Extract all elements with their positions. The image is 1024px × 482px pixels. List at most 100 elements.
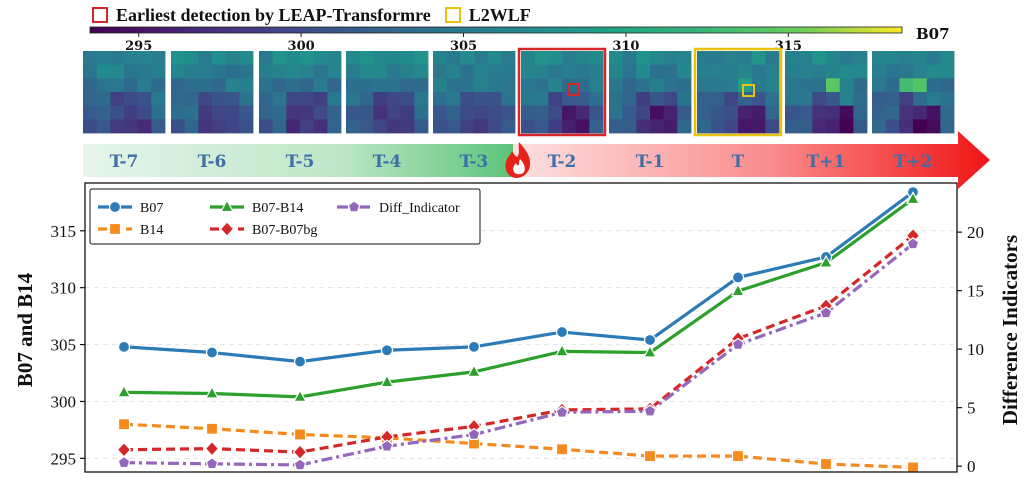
heatmap-cell bbox=[663, 64, 678, 79]
heatmap-cell bbox=[359, 51, 374, 66]
data-point-b07-b14 bbox=[642, 344, 658, 358]
right-tick-label: 5 bbox=[967, 399, 976, 418]
timeline-label: T-5 bbox=[286, 152, 315, 172]
left-tick-label: 300 bbox=[51, 392, 77, 411]
heatmap-cell bbox=[137, 78, 152, 93]
heatmap-cell bbox=[460, 78, 475, 93]
heatmap-cell bbox=[609, 78, 624, 93]
heatmap-cell bbox=[724, 78, 739, 93]
data-point-b14 bbox=[731, 449, 745, 463]
heatmap-cell bbox=[839, 92, 854, 107]
heatmap-cell bbox=[487, 92, 502, 107]
heatmap-cell bbox=[414, 92, 429, 107]
heatmap-thumbnail bbox=[171, 51, 254, 134]
heatmap-cell bbox=[184, 51, 199, 66]
heatmap-cell bbox=[622, 119, 637, 134]
heatmap-cell bbox=[622, 105, 637, 120]
legend-label: Diff_Indicator bbox=[379, 201, 460, 216]
heatmap-cell bbox=[212, 92, 227, 107]
timeline-red-segment bbox=[513, 131, 990, 189]
heatmap-cell bbox=[346, 64, 361, 79]
heatmap-cell bbox=[839, 64, 854, 79]
data-point-b07 bbox=[467, 340, 481, 353]
heatmap-cell bbox=[96, 51, 111, 66]
heatmap-cell bbox=[872, 64, 887, 79]
heatmap-cell bbox=[400, 64, 415, 79]
heatmap-cell bbox=[225, 105, 240, 120]
heatmap-cell bbox=[400, 92, 415, 107]
heatmap-cell bbox=[738, 119, 753, 134]
heatmap-cell bbox=[400, 78, 415, 93]
heatmap-cell bbox=[446, 105, 461, 120]
heatmap-cell bbox=[710, 78, 725, 93]
right-tick-label: 10 bbox=[967, 340, 984, 359]
heatmap-cell bbox=[373, 51, 388, 66]
timeline-label: T-6 bbox=[198, 152, 227, 172]
heatmap-cell bbox=[899, 119, 914, 134]
heatmap-cell bbox=[373, 105, 388, 120]
heatmap-cell bbox=[239, 119, 254, 134]
heatmap-cell bbox=[589, 105, 604, 120]
heatmap-cell bbox=[663, 92, 678, 107]
heatmap-cell bbox=[751, 51, 766, 66]
heatmap-cell bbox=[446, 64, 461, 79]
heatmap-cell bbox=[710, 92, 725, 107]
heatmap-cell bbox=[83, 78, 98, 93]
data-point-b14 bbox=[293, 428, 307, 441]
heatmap-thumbnail bbox=[872, 51, 955, 134]
heatmap-cell bbox=[446, 78, 461, 93]
heatmap-cell bbox=[184, 105, 199, 120]
heatmap-cell bbox=[346, 51, 361, 66]
heatmap-cell bbox=[826, 92, 841, 107]
data-point-b14 bbox=[906, 461, 920, 474]
heatmap-cell bbox=[110, 64, 125, 79]
heatmap-cell bbox=[575, 105, 590, 120]
heatmap-cell bbox=[548, 78, 563, 93]
data-point-b07-b14 bbox=[730, 283, 746, 297]
heatmap-cell bbox=[636, 119, 651, 134]
heatmap-cell bbox=[562, 105, 577, 120]
heatmap-cell bbox=[400, 105, 415, 120]
heatmap-cell bbox=[501, 51, 516, 66]
series-line-b07-b14 bbox=[123, 197, 914, 399]
heatmap-cell bbox=[926, 51, 941, 66]
data-point-diff-indicator bbox=[555, 405, 569, 418]
heatmap-cell bbox=[765, 78, 780, 93]
heatmap-cell bbox=[212, 64, 227, 79]
heatmap-cell bbox=[110, 105, 125, 120]
right-tick-label: 0 bbox=[967, 457, 976, 476]
heatmap-cell bbox=[562, 64, 577, 79]
heatmap-cell bbox=[589, 64, 604, 79]
heatmap-thumbnail bbox=[83, 51, 166, 134]
heatmap-cell bbox=[913, 105, 928, 120]
heatmap-cell bbox=[785, 92, 800, 107]
heatmap-cell bbox=[446, 119, 461, 134]
heatmap-cell bbox=[548, 51, 563, 66]
heatmap-cell bbox=[710, 51, 725, 66]
heatmap-cell bbox=[697, 78, 712, 93]
heatmap-cell bbox=[286, 105, 301, 120]
heatmap-cell bbox=[765, 64, 780, 79]
heatmap-cell bbox=[812, 105, 827, 120]
heatmap-cell bbox=[575, 119, 590, 134]
heatmap-cell bbox=[521, 64, 536, 79]
legend-marker-b07-b14 bbox=[219, 199, 235, 213]
heatmap-cell bbox=[460, 105, 475, 120]
heatmap-cell bbox=[124, 119, 139, 134]
data-point-diff-indicator bbox=[731, 337, 745, 350]
heatmap-cell bbox=[697, 92, 712, 107]
heatmap-cell bbox=[913, 92, 928, 107]
heatmap-cell bbox=[346, 105, 361, 120]
l2wlf-detection-frame bbox=[693, 47, 783, 137]
heatmap-cell bbox=[872, 119, 887, 134]
heatmap-cell bbox=[110, 51, 125, 66]
heatmap-cell bbox=[474, 92, 489, 107]
heatmap-cell bbox=[677, 51, 692, 66]
heatmap-cell bbox=[636, 64, 651, 79]
heatmap-cell bbox=[812, 78, 827, 93]
heatmap-cell bbox=[198, 64, 213, 79]
heatmap-cell bbox=[239, 64, 254, 79]
heatmap-cell bbox=[487, 119, 502, 134]
heatmap-cell bbox=[225, 92, 240, 107]
heatmap-cell bbox=[212, 119, 227, 134]
